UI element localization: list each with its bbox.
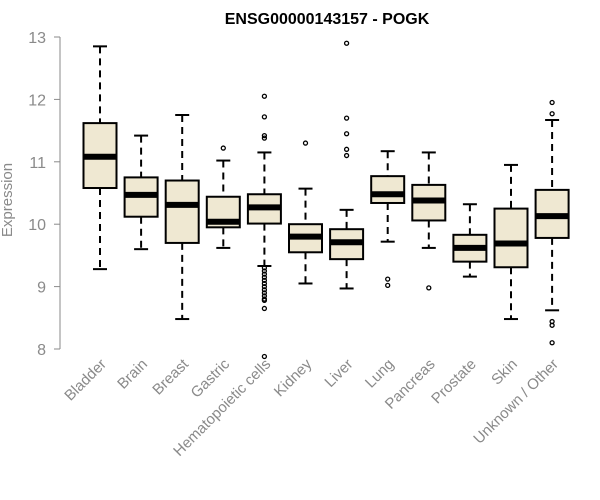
- y-tick-label: 10: [28, 217, 46, 234]
- box-iqr: [493, 207, 529, 269]
- outlier-point: [549, 340, 555, 346]
- outlier-point: [261, 305, 268, 312]
- box-pancreas: [411, 151, 447, 291]
- box-hematopoietic-cells: [246, 93, 282, 360]
- x-tick-label: Lung: [362, 356, 398, 392]
- outlier-point: [549, 322, 555, 328]
- outlier-point: [343, 40, 350, 46]
- box-liver: [329, 40, 365, 290]
- outlier-point: [302, 140, 309, 146]
- box-gastric: [205, 145, 241, 249]
- outlier-point: [261, 93, 268, 99]
- outlier-point: [220, 145, 226, 151]
- box-skin: [493, 163, 529, 321]
- outlier-point: [549, 111, 555, 117]
- outlier-point: [261, 297, 268, 303]
- box-iqr: [164, 179, 200, 244]
- outlier-point: [426, 285, 432, 291]
- box-brain: [123, 134, 159, 251]
- y-axis-label: Expression: [0, 163, 16, 237]
- box-breast: [164, 114, 200, 321]
- outlier-point: [261, 268, 268, 274]
- outlier-point: [261, 265, 268, 271]
- outlier-point: [261, 353, 268, 360]
- x-tick-label: Kidney: [271, 355, 316, 400]
- outlier-point: [261, 132, 268, 139]
- box-lung: [370, 150, 406, 289]
- x-tick-label: Prostate: [428, 356, 480, 408]
- y-tick-label: 12: [28, 92, 46, 109]
- outlier-point: [385, 282, 391, 289]
- y-tick-label: 11: [29, 155, 46, 172]
- box-prostate: [452, 203, 488, 278]
- box-kidney: [288, 140, 323, 285]
- outlier-point: [261, 290, 268, 296]
- x-tick-label: Liver: [321, 356, 356, 391]
- outlier-point: [261, 114, 268, 120]
- y-axis: 8 9 10 11 12 13: [28, 30, 61, 359]
- outlier-point: [261, 271, 268, 277]
- y-tick-label: 9: [37, 280, 46, 297]
- x-tick-label: Skin: [488, 356, 521, 389]
- outlier-point: [343, 131, 350, 137]
- outlier-point: [385, 276, 391, 282]
- outlier-point: [343, 146, 350, 152]
- chart-title: ENSG00000143157 - POGK: [225, 11, 430, 28]
- outlier-point: [261, 280, 268, 287]
- box-group: [82, 40, 570, 360]
- y-tick-label: 13: [28, 30, 46, 47]
- box-unknown-other: [534, 99, 570, 346]
- outlier-point: [343, 152, 350, 159]
- outlier-point: [261, 274, 268, 280]
- outlier-point: [343, 115, 350, 121]
- y-tick-label: 8: [37, 342, 46, 359]
- outlier-point: [549, 99, 555, 106]
- x-tick-label: Brain: [114, 356, 151, 393]
- outlier-point: [261, 135, 268, 141]
- outlier-point: [261, 283, 268, 290]
- box-bladder: [82, 45, 118, 271]
- outlier-point: [261, 287, 268, 293]
- outlier-point: [261, 277, 268, 284]
- x-tick-label: Breast: [149, 355, 192, 398]
- x-tick-label: Bladder: [61, 356, 110, 405]
- box-iqr: [370, 175, 406, 204]
